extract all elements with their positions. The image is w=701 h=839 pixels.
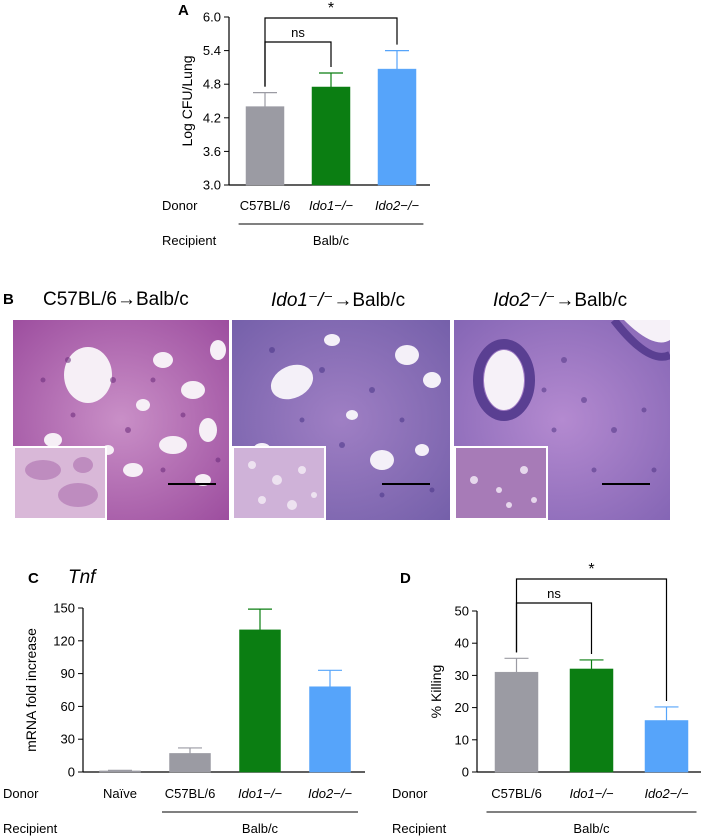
y-tick-label: 90 (61, 666, 75, 681)
histology-title-ido1-recipient: →Balb/c (333, 290, 406, 311)
bar (239, 629, 281, 773)
category-label: Naïve (103, 786, 137, 801)
histology-title-ido2-recipient: →Balb/c (555, 290, 628, 311)
bar (644, 720, 689, 773)
bar (569, 668, 614, 773)
micrograph-ido2 (454, 320, 670, 520)
y-tick-label: 0 (462, 765, 469, 780)
recipient-group-label: Balb/c (573, 821, 610, 836)
chart-c: 0 30 60 90 120 150 mRNA fold increase Naïve C57B… (3, 601, 365, 836)
bar (99, 770, 141, 773)
significance-bracket (515, 578, 668, 701)
category-label: Ido2−/− (375, 198, 420, 213)
donor-label: Donor (162, 198, 198, 213)
significance-bracket (264, 17, 398, 87)
significance-label: ns (547, 586, 561, 601)
y-tick-label: 20 (455, 700, 469, 715)
panel-letter-a: A (178, 2, 189, 19)
histology-title-c57-donor: C57BL/6 (43, 289, 117, 310)
category-label: Ido1−/− (309, 198, 354, 213)
histology-title-ido1-donor: Ido1⁻/⁻ (271, 290, 334, 311)
micrograph-ido1 (232, 320, 450, 520)
y-axis-label: mRNA fold increase (23, 628, 39, 752)
y-tick-label: 50 (455, 604, 469, 619)
recipient-group-label: Balb/c (313, 233, 350, 248)
y-tick-label: 6.0 (203, 10, 221, 25)
y-tick-label: 3.0 (203, 178, 221, 193)
panel-letter-b: B (3, 291, 14, 308)
y-tick-label: 4.2 (203, 110, 221, 125)
y-tick-label: 4.8 (203, 77, 221, 92)
bar (311, 86, 351, 186)
panel-letter-c: C (28, 570, 39, 587)
recipient-label: Recipient (392, 821, 447, 836)
recipient-group-label: Balb/c (242, 821, 279, 836)
y-tick-label: 150 (53, 601, 75, 616)
y-tick-label: 5.4 (203, 43, 221, 58)
category-label: Ido1−/− (238, 786, 283, 801)
chart-a: 3.0 3.6 4.2 4.8 5.4 6.0 Log CFU/Lung C57BL/6 Ido… (162, 0, 430, 248)
y-axis-label: % Killing (428, 665, 444, 719)
y-tick-label: 120 (53, 633, 75, 648)
bar (309, 686, 351, 773)
y-axis-label: Log CFU/Lung (179, 55, 195, 146)
significance-bracket (515, 602, 593, 654)
category-label: Ido2−/− (644, 786, 689, 801)
y-tick-label: 40 (455, 636, 469, 651)
y-tick-label: 30 (455, 668, 469, 683)
significance-label: * (328, 0, 334, 17)
chart-d: 0 10 20 30 40 50 % Killing C57BL/6 Ido1−/− Ido2−/… (392, 561, 701, 836)
histology-title-c57-recipient: →Balb/c (116, 289, 189, 310)
y-tick-label: 0 (68, 765, 75, 780)
y-tick-label: 3.6 (203, 144, 221, 159)
gene-title: Tnf (68, 567, 96, 588)
bar (377, 68, 417, 186)
significance-bracket (264, 41, 332, 87)
category-label: C57BL/6 (240, 198, 291, 213)
category-label: Ido1−/− (569, 786, 614, 801)
significance-label: ns (291, 25, 305, 40)
significance-label: * (588, 561, 594, 578)
recipient-label: Recipient (162, 233, 217, 248)
donor-label: Donor (392, 786, 428, 801)
category-label: C57BL/6 (165, 786, 216, 801)
y-tick-label: 60 (61, 699, 75, 714)
y-tick-label: 30 (61, 732, 75, 747)
histology-title-c57: C57BL/6→Balb/c (43, 289, 189, 311)
category-label: C57BL/6 (491, 786, 542, 801)
micrograph-c57 (13, 320, 229, 520)
histology-title-ido2-donor: Ido2⁻/⁻ (493, 290, 556, 311)
bar (245, 106, 285, 186)
histology-title-ido2: Ido2⁻/⁻→Balb/c (493, 289, 627, 312)
recipient-label: Recipient (3, 821, 58, 836)
panel-letter-d: D (400, 570, 411, 587)
y-tick-label: 10 (455, 732, 469, 747)
histology-title-ido1: Ido1⁻/⁻→Balb/c (271, 289, 405, 312)
donor-label: Donor (3, 786, 39, 801)
category-label: Ido2−/− (308, 786, 353, 801)
bar (169, 753, 211, 773)
bar (494, 671, 539, 773)
